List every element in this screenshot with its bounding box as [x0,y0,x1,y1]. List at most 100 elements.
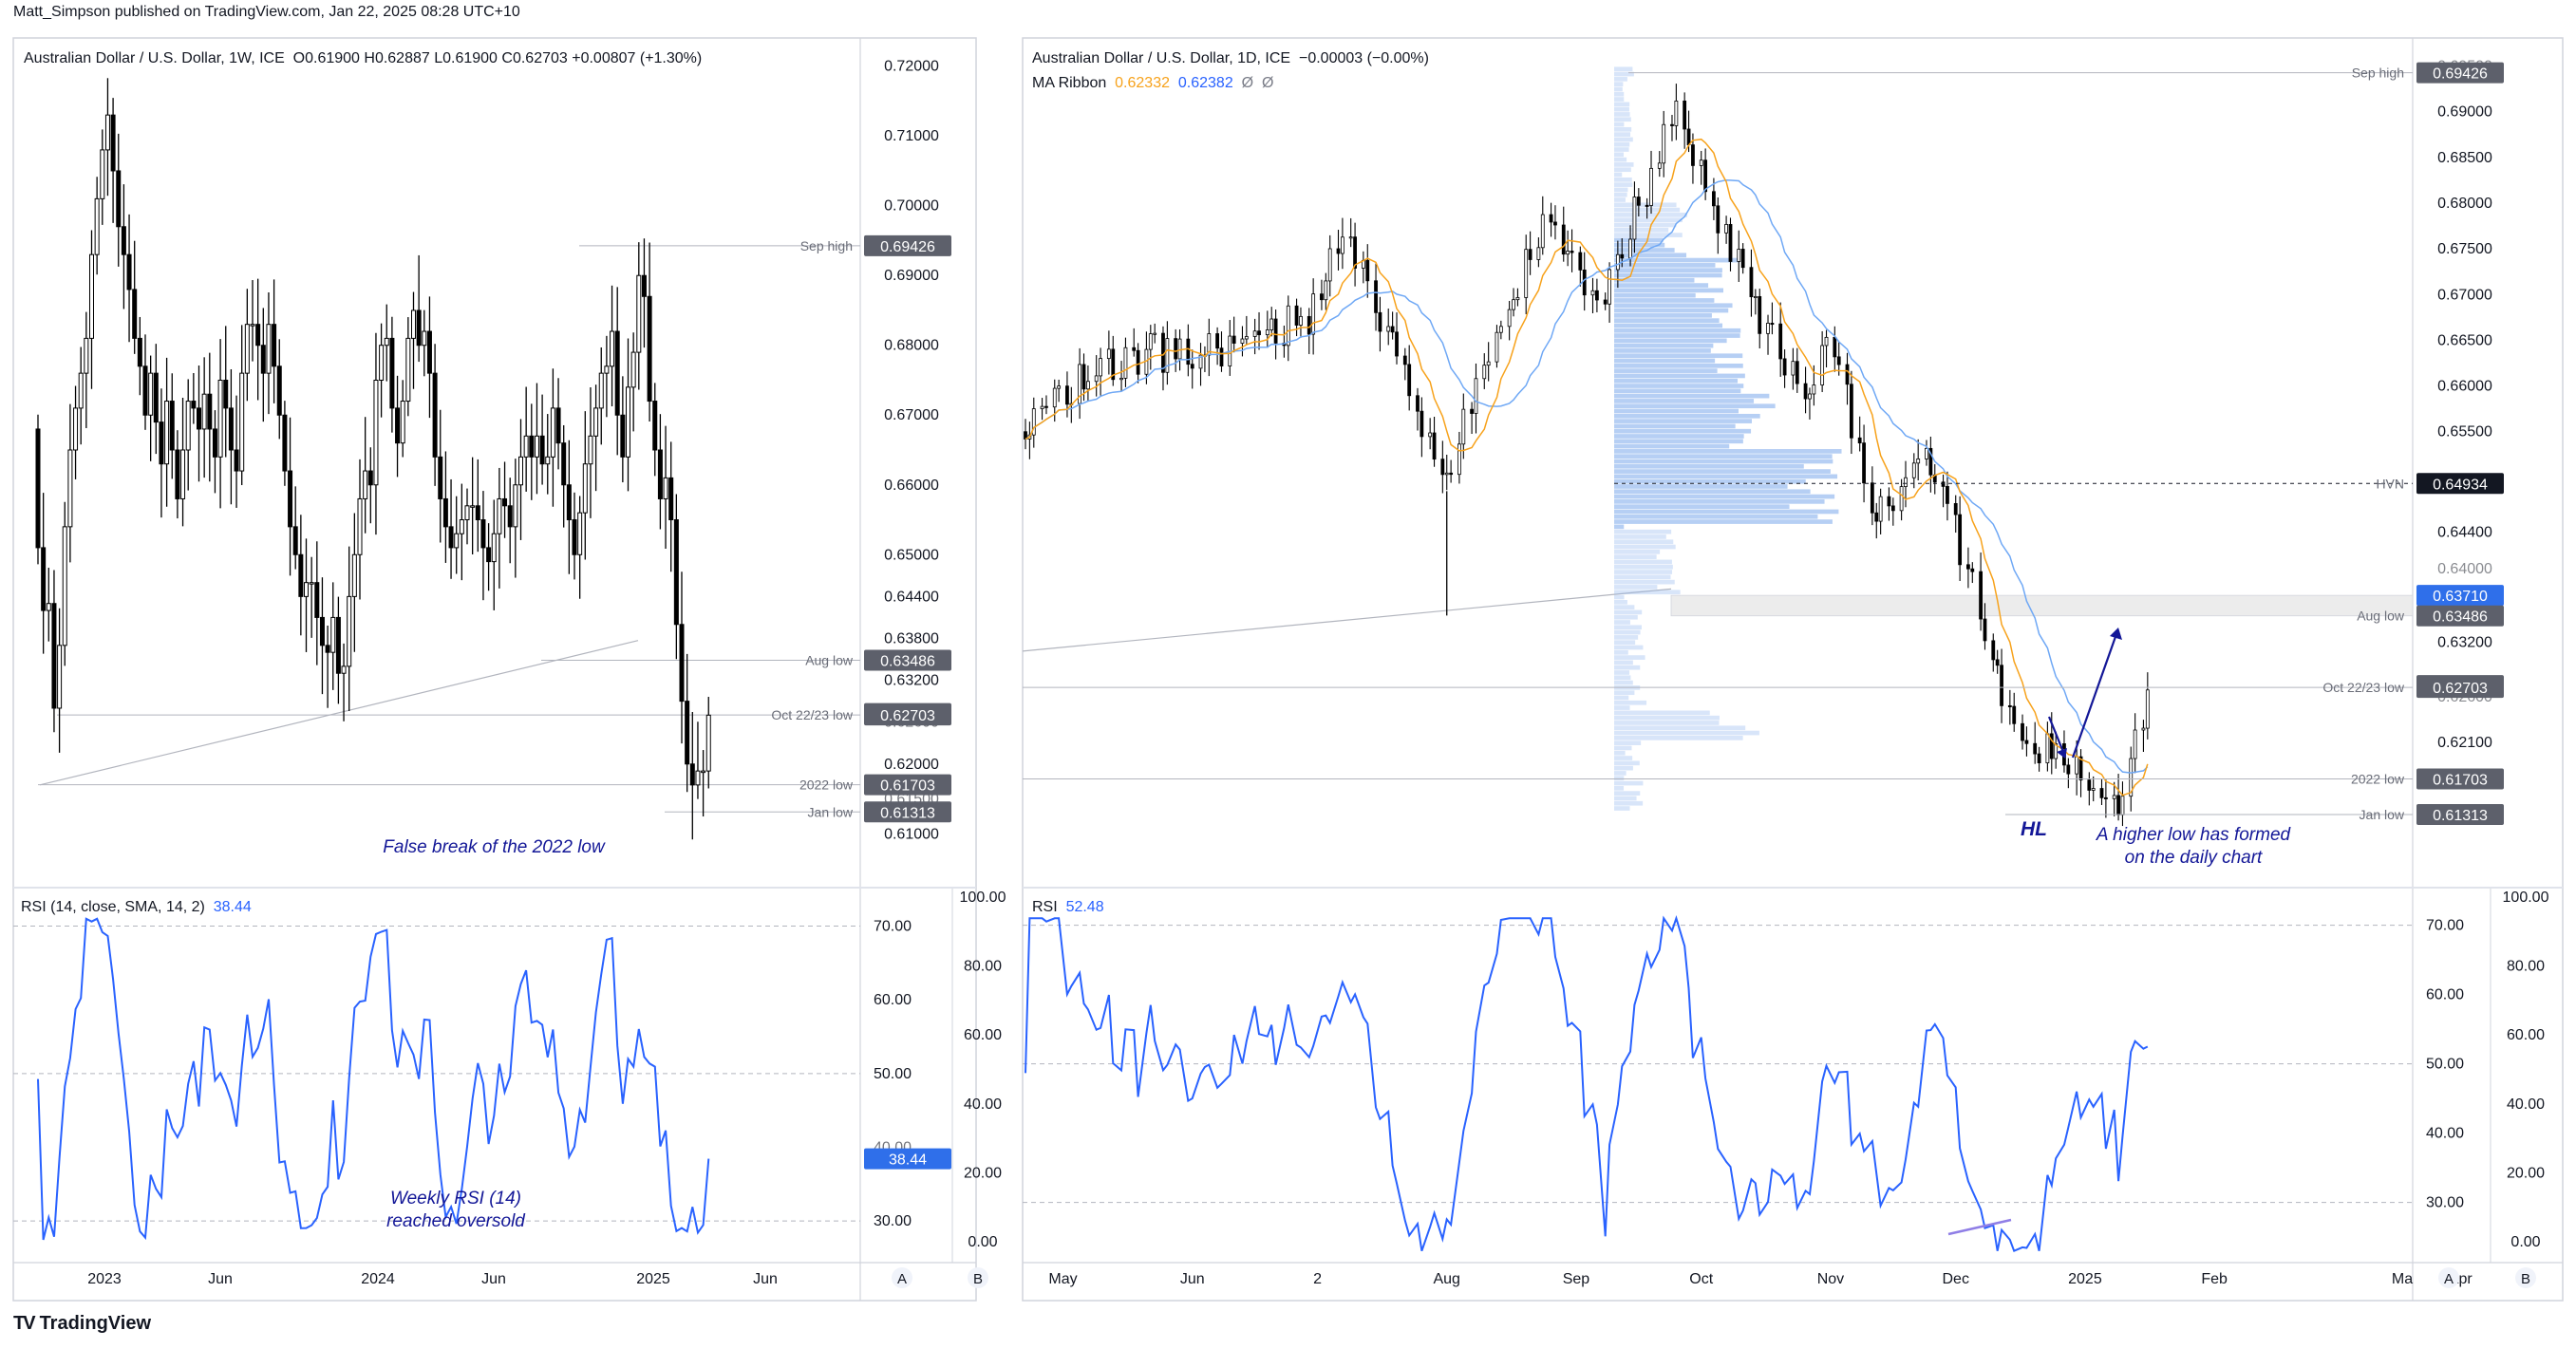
daily-time-label: Oct [1689,1271,1713,1287]
weekly-candle-body [223,379,229,409]
weekly-candle-body [330,616,336,653]
ma-ribbon-header[interactable]: MA Ribbon 0.62332 0.62382 Ø Ø [1032,75,1273,92]
daily-candle-body [2087,779,2092,791]
daily-vp-bar [1614,765,1633,771]
daily-candle-body [1911,462,1916,478]
weekly-candle-body [132,289,138,339]
daily-candle-body [1916,459,1921,464]
tradingview-brand[interactable]: TV TradingView [13,1313,151,1335]
daily-price-tick: 0.66000 [2437,379,2492,395]
weekly-scale-button[interactable]: B [973,1271,983,1287]
weekly-candle-body [454,533,460,549]
weekly-candle-body [630,351,636,388]
daily-level-label-bg [2416,473,2504,495]
daily-level-label-bg [2416,677,2504,699]
daily-vp-bar [1614,187,1628,193]
weekly-scale-button-bg[interactable] [892,1267,912,1288]
daily-price-tick: 0.67500 [2437,241,2492,257]
daily-vp-bar [1614,459,1833,464]
daily-candle-body [1887,496,1891,507]
daily-vp-bar [1614,117,1631,122]
daily-vp-bar [1614,227,1669,233]
weekly-rsi-header[interactable]: RSI (14, close, SMA, 14, 2) 38.44 [21,899,252,916]
weekly-candle-body [497,497,502,534]
daily-vp-bar [1614,292,1696,298]
daily-candle-body [1862,442,1866,484]
weekly-candle-body [416,309,422,347]
daily-vp-bar [1614,675,1631,681]
weekly-candle-body [266,324,272,374]
daily-scale-button-bg[interactable] [2438,1267,2459,1288]
weekly-time-label: 2025 [636,1271,670,1287]
weekly-candle-body [191,401,197,409]
daily-candle-body [1474,378,1478,414]
weekly-ohlc: O0.61900 H0.62887 L0.61900 C0.62703 +0.0… [292,50,703,66]
daily-candle-body [2141,727,2146,731]
daily-candle-body [1123,347,1128,379]
publisher-author[interactable]: Matt_Simpson [13,4,111,20]
daily-candle-body [1378,311,1382,332]
daily-candle-body [2116,795,2120,815]
weekly-candle-body [411,309,416,339]
weekly-scale-button-bg[interactable] [968,1267,988,1288]
daily-candle-body [1470,408,1474,414]
ma-value-slow: 0.62382 [1177,75,1233,91]
daily-scale-button-bg[interactable] [2515,1267,2536,1288]
weekly-time-label: 2024 [361,1271,395,1287]
weekly-candle-body [389,337,395,409]
daily-vp-bar [1614,625,1642,630]
daily-vp-bar [1614,77,1627,82]
weekly-rsi-tick: 60.00 [874,992,912,1008]
daily-vp-bar [1614,514,1818,519]
weekly-candle-body [545,456,551,465]
weekly-candle-body [673,519,679,626]
daily-price-tick: 0.68000 [2437,196,2492,212]
weekly-candle-body [341,665,347,674]
weekly-candle-body [89,253,94,339]
daily-scale-button[interactable]: B [2521,1271,2530,1287]
weekly-candle-body [234,449,239,472]
daily-candle-body [1991,640,1996,661]
weekly-rsi-secondary-tick: 100.00 [960,890,1006,906]
daily-rsi-secondary-tick: 0.00 [2510,1234,2540,1250]
weekly-candle-body [620,414,626,458]
weekly-candle-body [400,401,405,444]
daily-candle-body [1995,659,2000,666]
weekly-candle-body [405,337,411,403]
daily-time-label: Sep [1563,1271,1590,1287]
daily-candle-body [1482,365,1487,380]
daily-vp-bar [1614,534,1666,539]
weekly-rsi-label: RSI (14, close, SMA, 14, 2) [21,899,205,915]
weekly-candle-body [347,595,352,667]
weekly-candle-body [572,519,577,555]
weekly-price-tick: 0.71000 [884,128,939,144]
weekly-price-tick: 0.63200 [884,673,939,689]
daily-arrow-up [2071,630,2119,759]
daily-candle-body [1512,299,1515,310]
weekly-candle-body [46,603,51,611]
daily-candle-body [1486,361,1491,366]
daily-candle-body [1148,333,1153,350]
weekly-candle-body [126,253,132,290]
daily-candle-body [1836,356,1841,365]
daily-time-label: Feb [2201,1271,2228,1287]
daily-vp-bar [1614,82,1624,87]
daily-rsi-tick: 40.00 [2426,1126,2464,1142]
daily-vp-bar [1614,605,1635,609]
daily-candle-body [1106,348,1111,360]
daily-ma-slow-line [1025,178,2149,774]
daily-candle-body [2024,740,2029,744]
daily-candle-body [1536,247,1541,260]
weekly-candle-body [647,295,652,403]
weekly-scale-button[interactable]: A [897,1271,907,1287]
daily-scale-button[interactable]: A [2444,1271,2454,1287]
daily-vp-bar [1614,268,1722,273]
daily-rsi-header[interactable]: RSI 52.48 [1032,899,1104,916]
daily-candle-body [1153,332,1157,335]
daily-candle-body [1582,269,1587,296]
daily-candle-body [1778,323,1783,360]
daily-candle-body [1904,477,1908,488]
daily-vp-bar [1614,298,1715,303]
weekly-candle-body [679,624,685,703]
